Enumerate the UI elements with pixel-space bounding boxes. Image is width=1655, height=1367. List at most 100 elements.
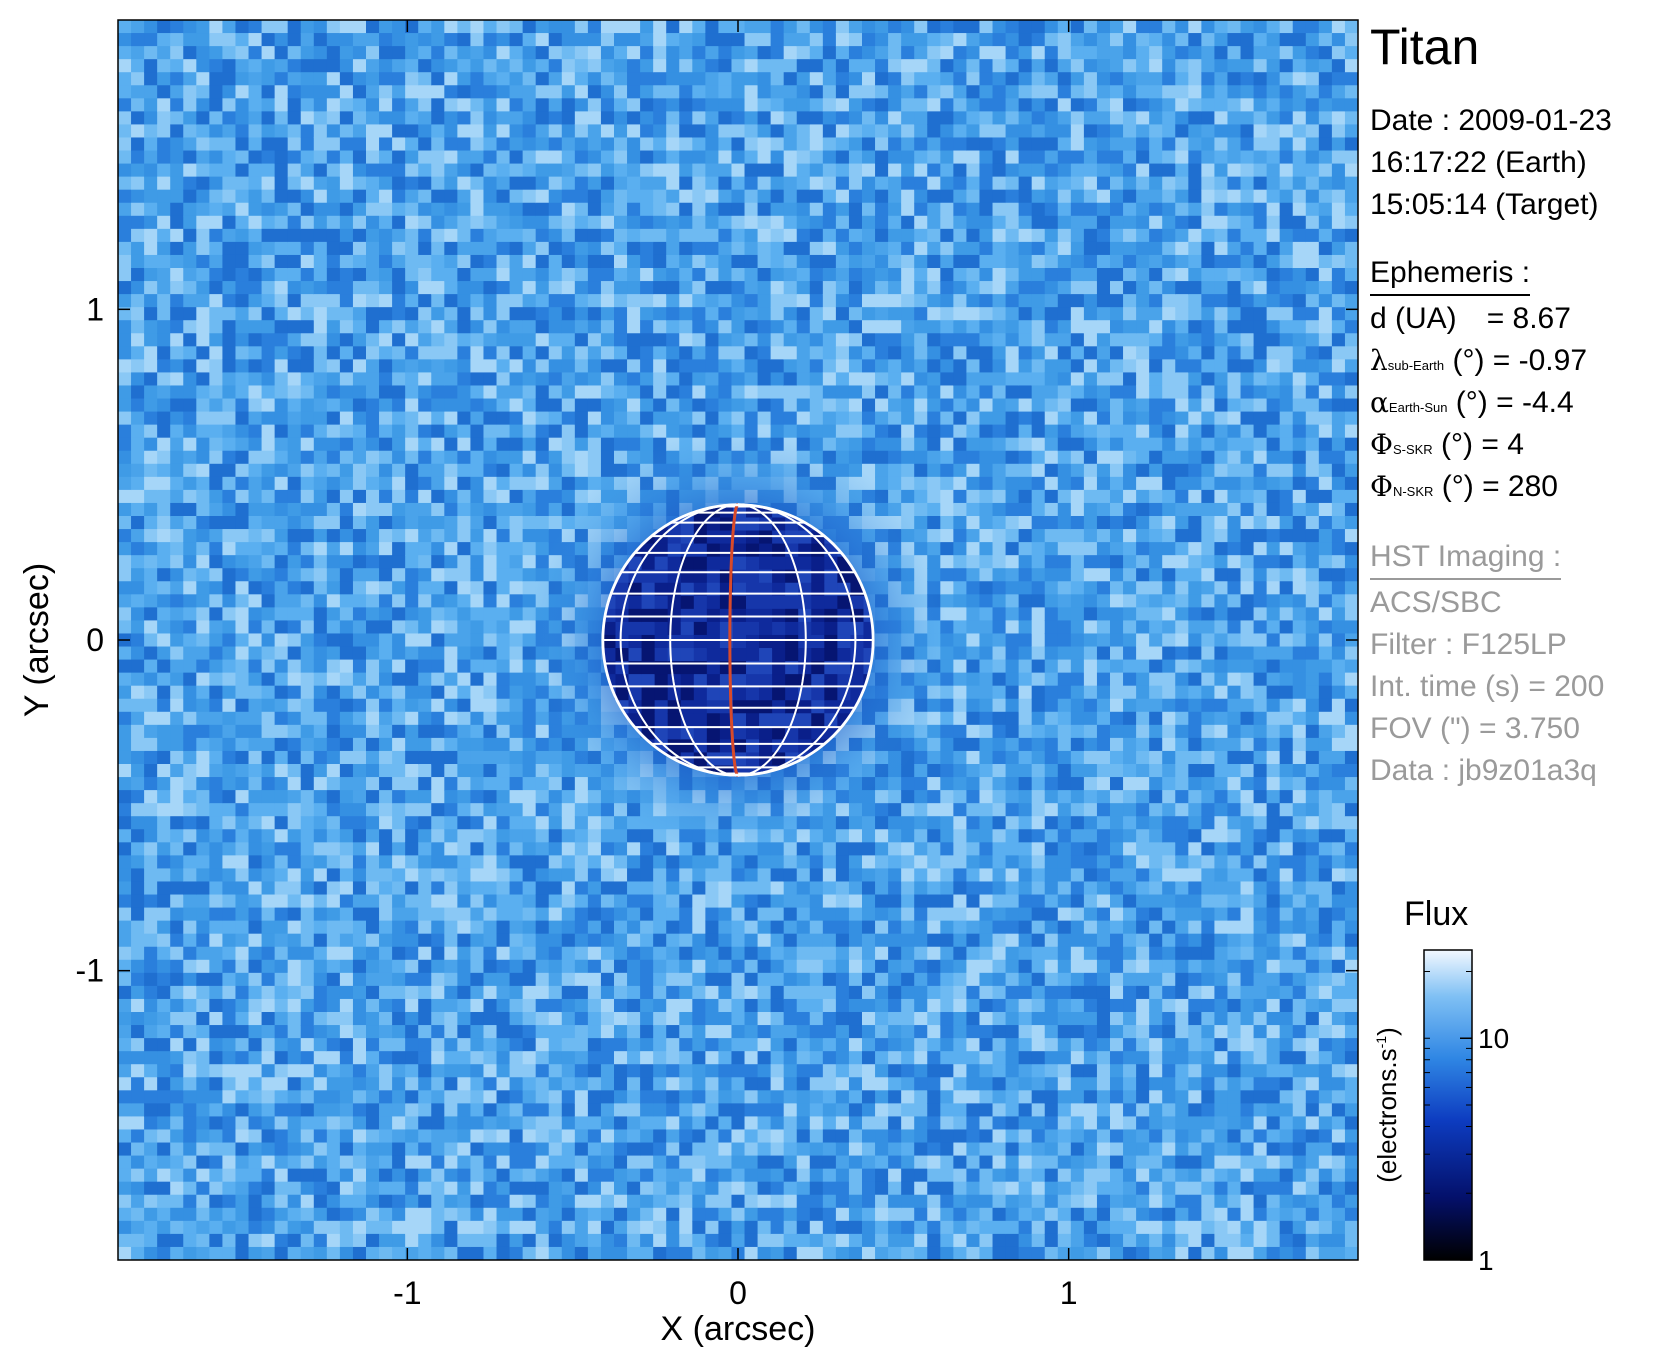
noise-pixel [131,685,145,700]
noise-pixel [483,555,498,569]
noise-pixel [744,359,759,374]
noise-pixel [339,254,354,269]
noise-pixel [783,1220,798,1235]
noise-pixel [627,881,641,896]
noise-pixel [366,411,380,426]
noise-pixel [379,542,393,556]
noise-pixel [366,803,380,817]
noise-pixel [366,268,380,282]
noise-pixel [379,1051,393,1065]
noise-pixel [144,972,158,987]
noise-pixel [561,359,576,374]
noise-pixel [131,72,145,86]
noise-pixel [339,137,354,152]
noise-pixel [326,764,341,778]
noise-pixel [222,150,237,165]
noise-pixel [457,868,472,883]
noise-pixel [457,607,472,622]
noise-pixel [561,137,576,152]
noise-pixel [431,646,445,661]
noise-pixel [757,33,772,47]
noise-pixel [326,803,341,817]
noise-pixel [483,1025,498,1039]
noise-pixel [392,790,406,804]
noise-pixel [653,150,667,165]
noise-pixel [757,320,772,334]
noise-pixel [157,502,171,517]
noise-pixel [170,346,184,360]
noise-pixel [587,1168,602,1183]
noise-pixel [796,72,811,86]
noise-pixel [235,294,250,308]
noise-pixel [352,33,367,47]
noise-pixel [744,1116,759,1131]
noise-pixel [666,1064,680,1078]
noise-pixel [183,320,197,334]
noise-pixel [757,1207,772,1222]
noise-pixel [418,620,432,635]
noise-pixel [535,868,550,883]
noise-pixel [248,215,263,230]
noise-pixel [574,281,589,295]
noise-pixel [444,998,458,1013]
noise-pixel [222,659,237,674]
noise-pixel [235,1012,250,1026]
noise-pixel [587,1129,602,1144]
noise-pixel [522,1168,537,1183]
noise-pixel [196,685,210,700]
noise-pixel [457,1090,472,1104]
noise-pixel [405,1129,419,1144]
noise-pixel [509,346,524,360]
noise-pixel [131,1051,145,1065]
noise-pixel [379,333,393,347]
noise-pixel [287,542,302,556]
noise-pixel [483,1142,498,1157]
noise-pixel [666,946,680,961]
noise-pixel [640,307,654,321]
noise-pixel [196,320,210,334]
noise-pixel [118,1246,132,1260]
noise-pixel [561,1064,576,1078]
noise-pixel [444,659,458,674]
noise-pixel [640,202,654,217]
noise-pixel [183,1194,197,1209]
noise-pixel [431,72,445,86]
noise-pixel [326,150,341,165]
noise-pixel [692,346,706,360]
noise-pixel [614,189,628,204]
noise-pixel [483,607,498,622]
noise-pixel [209,241,224,256]
noise-pixel [313,1038,328,1052]
noise-pixel [326,98,341,112]
noise-pixel [470,463,485,478]
noise-pixel [131,320,145,334]
noise-pixel [157,803,171,817]
noise-pixel [326,163,341,178]
noise-pixel [744,307,759,321]
noise-pixel [692,254,706,269]
noise-pixel [444,764,458,778]
noise-pixel [444,646,458,661]
noise-pixel [522,85,537,99]
noise-pixel [352,294,367,308]
noise-pixel [718,998,733,1013]
noise-pixel [731,946,746,961]
noise-pixel [731,320,746,334]
noise-pixel [509,1064,524,1078]
noise-pixel [131,176,145,191]
noise-pixel [535,85,550,99]
noise-pixel [744,411,759,426]
noise-pixel [118,294,132,308]
noise-pixel [222,985,237,1000]
noise-pixel [339,1051,354,1065]
noise-pixel [653,1025,667,1039]
noise-pixel [196,842,210,856]
noise-pixel [770,124,785,139]
noise-pixel [431,685,445,700]
noise-pixel [157,1064,171,1078]
noise-pixel [274,633,289,648]
noise-pixel [209,1142,224,1157]
noise-pixel [183,1142,197,1157]
noise-pixel [431,803,445,817]
noise-pixel [392,1155,406,1170]
